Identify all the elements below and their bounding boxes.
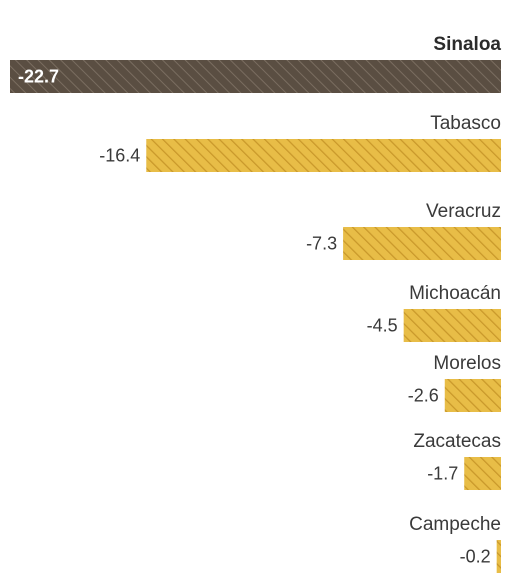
bar-morelos — [444, 379, 501, 412]
category-label-tabasco: Tabasco — [430, 113, 501, 134]
value-label-sinaloa: -22.7 — [18, 67, 59, 87]
category-label-sinaloa: Sinaloa — [433, 34, 501, 55]
value-label-campeche: -0.2 — [460, 547, 491, 567]
value-label-tabasco: -16.4 — [99, 146, 140, 166]
category-label-campeche: Campeche — [409, 514, 501, 535]
bar-michoacan — [403, 309, 501, 342]
bar-tabasco — [146, 139, 501, 172]
value-label-zacatecas: -1.7 — [427, 464, 458, 484]
category-label-morelos: Morelos — [433, 353, 501, 374]
value-label-morelos: -2.6 — [408, 386, 439, 406]
bar-campeche — [496, 540, 501, 573]
bar-sinaloa — [10, 60, 501, 93]
bar-veracruz — [343, 227, 501, 260]
value-label-veracruz: -7.3 — [306, 234, 337, 254]
category-label-michoacan: Michoacán — [409, 283, 501, 304]
bar-zacatecas — [464, 457, 501, 490]
category-label-veracruz: Veracruz — [426, 201, 501, 222]
value-label-michoacan: -4.5 — [367, 316, 398, 336]
category-label-zacatecas: Zacatecas — [413, 431, 501, 452]
